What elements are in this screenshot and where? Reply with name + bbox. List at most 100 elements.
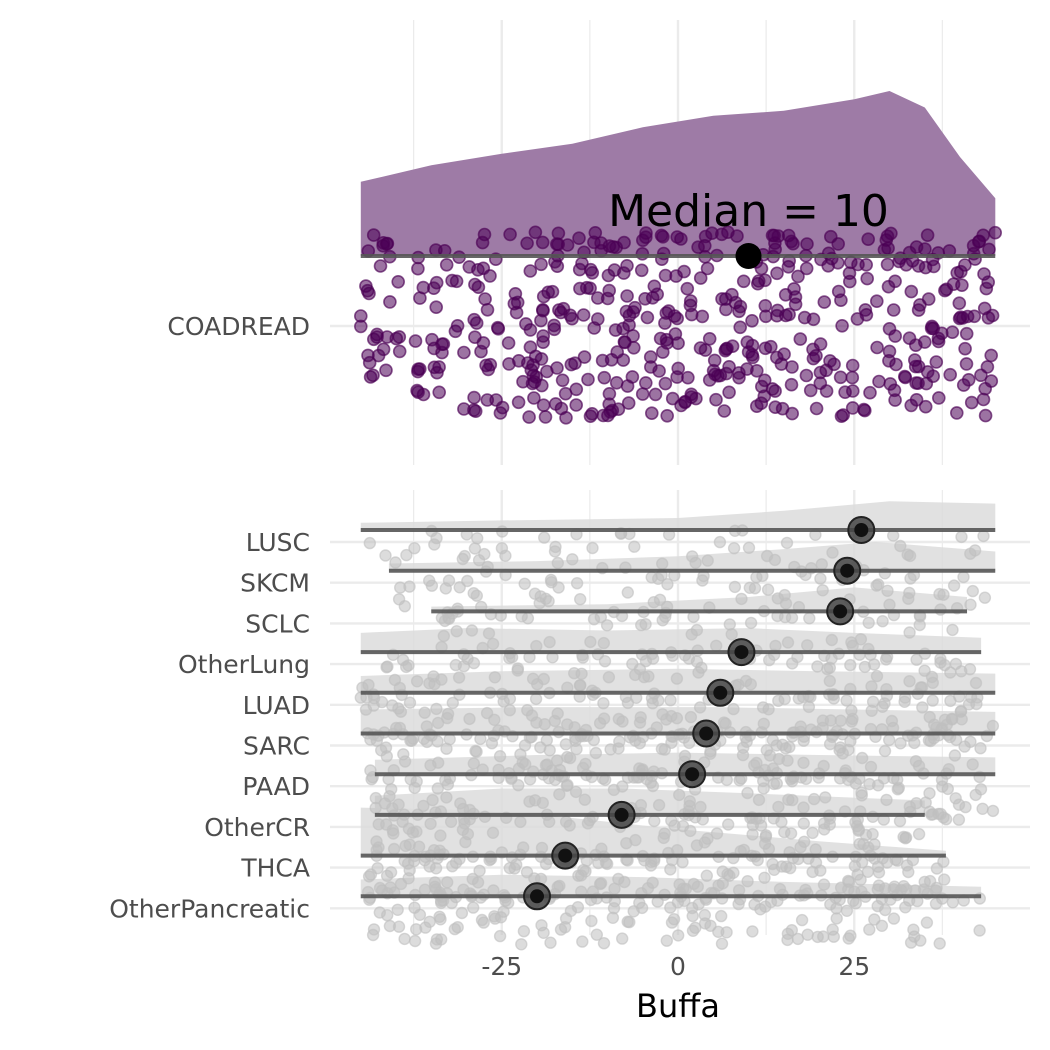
point-paad bbox=[694, 800, 707, 814]
point-sclc bbox=[587, 613, 601, 626]
point-coadread bbox=[491, 321, 506, 336]
point-othercr bbox=[778, 825, 791, 839]
point-luad bbox=[923, 710, 936, 724]
point-lusc bbox=[400, 548, 413, 562]
point-coadread bbox=[860, 271, 875, 286]
point-thca bbox=[593, 877, 607, 891]
point-coadread bbox=[583, 409, 598, 424]
point-coadread bbox=[800, 237, 814, 251]
point-coadread bbox=[929, 355, 944, 369]
y-tick-label: OtherCR bbox=[204, 813, 310, 842]
point-coadread bbox=[961, 372, 976, 387]
y-tick-label: COADREAD bbox=[167, 312, 310, 341]
point-luad bbox=[394, 705, 408, 718]
point-otherpancreatic bbox=[946, 896, 959, 909]
point-sclc bbox=[437, 629, 450, 643]
point-coadread bbox=[503, 227, 517, 242]
point-coadread bbox=[977, 301, 992, 316]
point-othercr bbox=[517, 841, 530, 854]
point-coadread bbox=[669, 269, 683, 283]
point-sclc bbox=[438, 614, 452, 628]
point-otherpancreatic bbox=[434, 913, 447, 926]
point-coadread bbox=[626, 329, 640, 343]
point-sarc bbox=[440, 742, 453, 755]
point-otherpancreatic bbox=[597, 937, 611, 950]
point-otherlung bbox=[511, 662, 525, 675]
median-core-othercr bbox=[614, 807, 629, 822]
point-otherpancreatic bbox=[920, 916, 934, 929]
point-othercr bbox=[372, 818, 385, 831]
point-thca bbox=[471, 876, 485, 889]
point-luad bbox=[446, 696, 459, 710]
point-luad bbox=[616, 715, 629, 728]
point-coadread bbox=[757, 389, 772, 404]
point-skcm bbox=[881, 584, 894, 597]
point-coadread bbox=[548, 397, 563, 411]
point-skcm bbox=[904, 572, 917, 585]
point-otherlung bbox=[870, 669, 884, 683]
point-paad bbox=[431, 782, 444, 795]
point-coadread bbox=[601, 408, 615, 423]
point-skcm bbox=[743, 581, 756, 594]
point-coadread bbox=[952, 296, 967, 311]
point-othercr bbox=[434, 829, 447, 842]
point-otherlung bbox=[695, 661, 708, 674]
point-thca bbox=[806, 865, 819, 879]
point-skcm bbox=[728, 580, 742, 594]
point-skcm bbox=[470, 589, 483, 602]
point-otherlung bbox=[763, 653, 776, 667]
point-otherpancreatic bbox=[929, 897, 943, 910]
point-coadread bbox=[475, 235, 490, 250]
point-coadread bbox=[817, 295, 832, 309]
point-coadread bbox=[904, 284, 919, 299]
point-thca bbox=[418, 883, 432, 896]
point-thca bbox=[758, 871, 771, 884]
point-otherpancreatic bbox=[585, 914, 598, 928]
point-thca bbox=[673, 878, 686, 891]
point-paad bbox=[782, 793, 795, 806]
point-lusc bbox=[656, 557, 669, 570]
point-sarc bbox=[569, 734, 582, 747]
point-coadread bbox=[791, 269, 805, 284]
point-skcm bbox=[570, 577, 584, 590]
point-otherpancreatic bbox=[795, 913, 809, 927]
point-othercr bbox=[403, 838, 416, 851]
point-coadread bbox=[411, 385, 425, 400]
point-sclc bbox=[710, 639, 723, 652]
point-thca bbox=[539, 857, 553, 871]
point-coadread bbox=[861, 232, 876, 246]
y-tick-label: SKCM bbox=[240, 569, 310, 598]
point-paad bbox=[772, 800, 785, 814]
point-thca bbox=[601, 857, 614, 871]
point-otherpancreatic bbox=[887, 912, 901, 925]
point-coadread bbox=[373, 259, 388, 273]
point-coadread bbox=[678, 395, 692, 410]
point-sarc bbox=[950, 733, 963, 747]
point-coadread bbox=[926, 321, 941, 336]
point-lusc bbox=[468, 542, 482, 555]
point-coadread bbox=[524, 363, 539, 377]
point-coadread bbox=[806, 351, 821, 366]
point-coadread bbox=[523, 264, 538, 278]
point-coadread bbox=[765, 228, 780, 243]
point-skcm bbox=[453, 581, 466, 594]
point-paad bbox=[986, 804, 1000, 818]
point-othercr bbox=[387, 842, 401, 856]
point-paad bbox=[863, 777, 876, 791]
point-coadread bbox=[558, 386, 573, 401]
point-coadread bbox=[661, 304, 676, 318]
point-othercr bbox=[809, 843, 822, 856]
point-otherpancreatic bbox=[830, 912, 843, 925]
point-sarc bbox=[894, 737, 907, 750]
point-otherlung bbox=[381, 660, 394, 673]
point-coadread bbox=[918, 399, 933, 414]
point-sarc bbox=[589, 746, 603, 760]
point-otherpancreatic bbox=[616, 932, 629, 945]
x-tick-label: -25 bbox=[481, 952, 522, 981]
point-coadread bbox=[770, 266, 784, 281]
point-othercr bbox=[899, 832, 912, 845]
point-coadread bbox=[845, 370, 860, 385]
point-coadread bbox=[519, 317, 533, 331]
point-coadread bbox=[439, 257, 454, 272]
point-skcm bbox=[947, 579, 961, 592]
